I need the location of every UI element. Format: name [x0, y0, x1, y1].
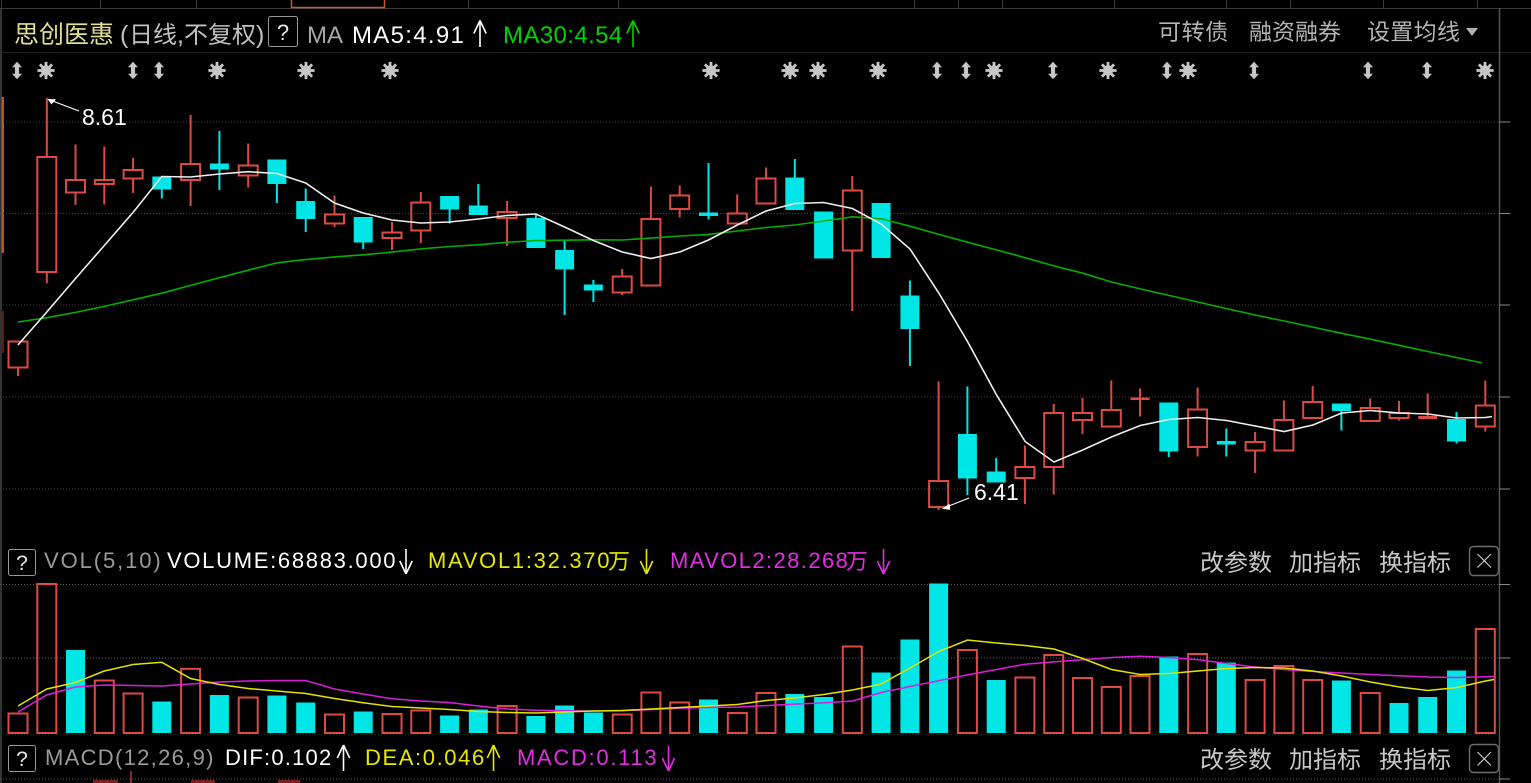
svg-text:MACD:0.113: MACD:0.113	[517, 745, 658, 770]
svg-text:MAVOL2:28.268: MAVOL2:28.268	[670, 548, 849, 573]
svg-text:DIF:0.102: DIF:0.102	[225, 745, 332, 770]
svg-text:MACD(12,26,9): MACD(12,26,9)	[45, 745, 215, 770]
svg-text:?: ?	[16, 552, 28, 575]
svg-text:?: ?	[277, 20, 289, 45]
svg-text:MA30:4.54: MA30:4.54	[503, 22, 623, 49]
svg-text:MA5:4.91: MA5:4.91	[352, 22, 465, 49]
svg-text:8.61: 8.61	[82, 104, 127, 130]
svg-text:MAVOL1:32.370: MAVOL1:32.370	[428, 548, 611, 573]
svg-text:,: ,	[177, 21, 184, 49]
svg-text:(: (	[120, 21, 129, 49]
svg-text:VOL(5,10): VOL(5,10)	[44, 548, 163, 573]
svg-text:): )	[256, 21, 264, 49]
svg-text:?: ?	[16, 748, 28, 771]
svg-text:6.41: 6.41	[974, 479, 1019, 505]
svg-text:DEA:0.046: DEA:0.046	[365, 745, 486, 770]
svg-text:MA: MA	[307, 22, 343, 49]
svg-text:VOLUME:68883.000: VOLUME:68883.000	[167, 548, 397, 573]
